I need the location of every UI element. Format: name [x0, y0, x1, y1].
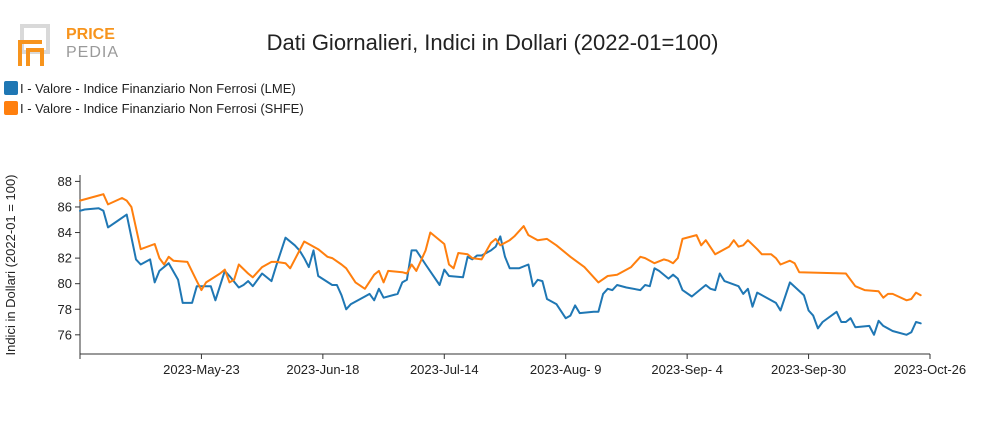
x-tick-label: 2023-Jun-18 [286, 362, 359, 377]
x-tick-label: 2023-Sep-30 [771, 362, 846, 377]
logo-text-price: PRICE [66, 26, 115, 43]
y-tick-label: 82 [58, 251, 72, 266]
x-tick-label: 2023-Aug- 9 [530, 362, 602, 377]
y-tick-label: 86 [58, 199, 72, 214]
chart-legend: I - Valore - Indice Finanziario Non Ferr… [4, 78, 304, 118]
series-line-lme[interactable] [79, 207, 922, 336]
y-tick-label: 76 [58, 327, 72, 342]
legend-label-shfe: I - Valore - Indice Finanziario Non Ferr… [20, 100, 304, 116]
logo-text-pedia: PEDIA [66, 44, 119, 61]
y-tick-label: 80 [58, 276, 72, 291]
x-tick-label: 2023-May-23 [163, 362, 240, 377]
y-tick-label: 88 [58, 174, 72, 189]
series-line-shfe[interactable] [79, 193, 922, 302]
legend-item-shfe[interactable]: I - Valore - Indice Finanziario Non Ferr… [4, 98, 304, 118]
chart-series [79, 193, 922, 336]
x-tick-label: 2023-Jul-14 [410, 362, 479, 377]
chart-title: Dati Giornalieri, Indici in Dollari (202… [266, 30, 719, 55]
legend-swatch-lme [4, 81, 18, 95]
chart-axes: 76 78 80 82 84 86 88 2023-May-23 2023-Jun-18 2023… [58, 174, 967, 377]
legend-item-lme[interactable]: I - Valore - Indice Finanziario Non Ferr… [4, 78, 304, 98]
y-tick-label: 78 [58, 302, 72, 317]
pricepedia-logo-mark: PRICE PEDIA [18, 24, 119, 66]
y-axis-title: Indici in Dollari (2022-01 = 100) [3, 174, 18, 355]
logo-bracket-outer [18, 40, 42, 66]
legend-label-lme: I - Valore - Indice Finanziario Non Ferr… [20, 80, 296, 96]
x-tick-label: 2023-Oct-26 [894, 362, 966, 377]
logo-bracket-inner [26, 48, 44, 66]
y-tick-label: 84 [58, 225, 72, 240]
legend-swatch-shfe [4, 101, 18, 115]
pricepedia-logo: PRICE PEDIA [18, 20, 128, 70]
x-tick-label: 2023-Sep- 4 [651, 362, 723, 377]
